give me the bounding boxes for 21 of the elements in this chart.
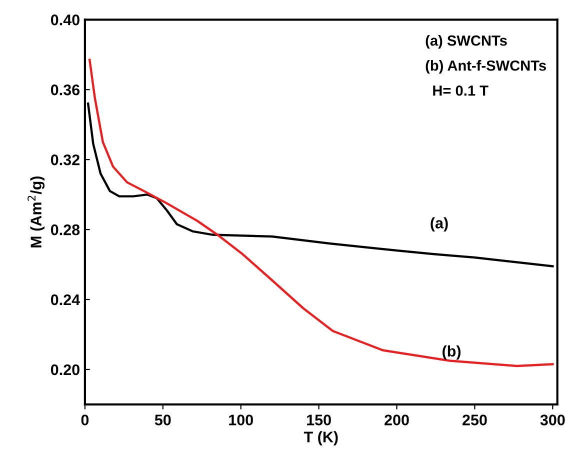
x-tick-label: 150 (307, 414, 331, 426)
annotation: (a) (430, 217, 448, 232)
annotation: H= 0.1 T (433, 85, 488, 96)
x-axis-title: T (K) (304, 431, 338, 446)
annotation: (b) (442, 345, 461, 360)
y-tick-label: 0.40 (50, 14, 80, 26)
x-tick-label: 100 (229, 414, 253, 426)
y-tick-label: 0.32 (50, 154, 80, 166)
x-tick-label: 250 (462, 414, 487, 426)
annotation: (a) SWCNTs (426, 35, 507, 49)
x-tick-label: 300 (540, 414, 565, 426)
annotation: (b) Ant-f-SWCNTs (426, 60, 546, 74)
y-tick-label: 0.24 (50, 294, 80, 306)
y-tick-label: 0.36 (50, 84, 80, 96)
y-tick-label: 0.20 (50, 364, 80, 376)
x-tick-label: 50 (154, 414, 171, 426)
x-tick-label: 200 (384, 414, 409, 426)
y-tick-label: 0.28 (50, 224, 80, 236)
y-axis-title: M (Am$^{2}$/g) (28, 176, 45, 248)
x-tick-label: 0 (81, 414, 89, 426)
line-series (88, 58, 554, 368)
